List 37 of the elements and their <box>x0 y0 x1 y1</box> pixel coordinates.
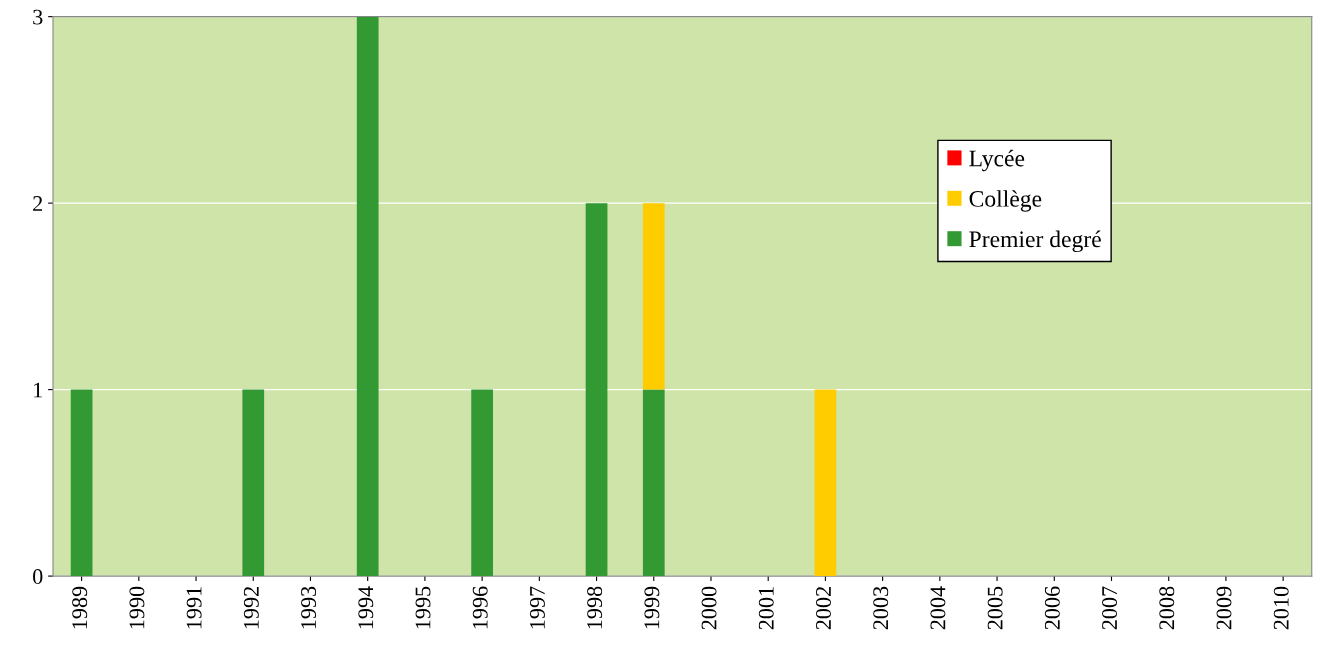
x-tick-label: 1996 <box>472 586 488 629</box>
legend-label: Lycée <box>969 149 1025 172</box>
x-tick-label: 1994 <box>358 586 374 629</box>
x-tick-label: 1990 <box>129 586 145 629</box>
x-tick-label: 1999 <box>644 586 660 629</box>
y-tick-label: 2 <box>33 196 43 211</box>
y-tick-label: 0 <box>33 569 43 585</box>
x-tick-label: 1995 <box>415 586 431 629</box>
x-tick-label: 1989 <box>72 586 88 629</box>
bar <box>356 16 379 577</box>
x-tick-label: 1993 <box>301 586 317 629</box>
legend-label: Collège <box>969 190 1042 212</box>
legend-label: Premier degré <box>969 230 1101 253</box>
x-tick-label: 2008 <box>1159 586 1175 630</box>
bar <box>585 203 608 577</box>
x-tick-label: 1991 <box>186 587 202 629</box>
x-tick-label: 2006 <box>1044 586 1060 630</box>
x-tick-label: 2005 <box>987 586 1003 630</box>
x-tick-label: 2007 <box>1102 586 1118 630</box>
x-tick-label: 1992 <box>243 587 259 629</box>
bar <box>70 389 93 577</box>
x-tick-label: 2001 <box>758 587 774 630</box>
bar <box>814 389 837 577</box>
bar <box>642 203 665 390</box>
y-tick-label: 1 <box>34 382 42 398</box>
y-tick-label: 3 <box>33 9 43 25</box>
x-tick-label: 2003 <box>873 586 889 630</box>
x-tick-label: 2000 <box>701 586 717 630</box>
x-tick-label: 1997 <box>529 586 545 629</box>
x-tick-label: 2004 <box>930 586 946 630</box>
x-tick-label: 2009 <box>1216 586 1232 630</box>
x-tick-label: 2010 <box>1273 586 1289 630</box>
x-tick-label: 1998 <box>587 586 603 629</box>
bar <box>642 389 665 577</box>
bar <box>242 389 265 577</box>
x-tick-label: 2002 <box>815 587 831 630</box>
bar <box>471 389 493 577</box>
